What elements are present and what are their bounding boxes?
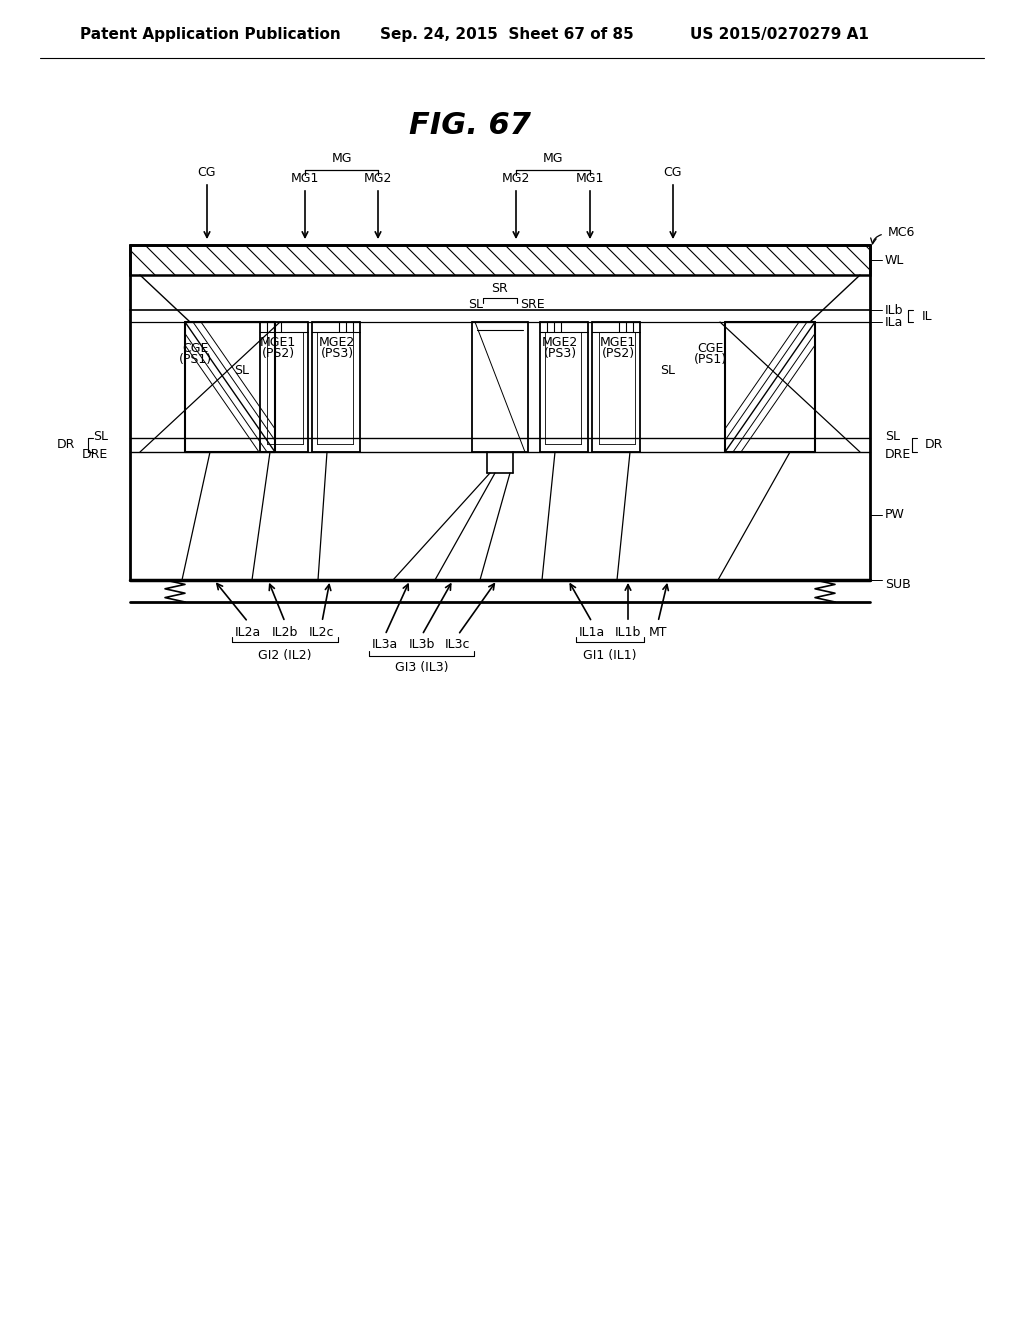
Text: IL3a: IL3a bbox=[372, 639, 398, 652]
Text: IL2b: IL2b bbox=[271, 626, 298, 639]
Text: DRE: DRE bbox=[82, 447, 108, 461]
Text: MC6: MC6 bbox=[888, 226, 915, 239]
Text: CGE: CGE bbox=[182, 342, 208, 355]
Text: (PS2): (PS2) bbox=[261, 347, 295, 360]
Text: SL: SL bbox=[93, 429, 108, 442]
Text: MGE2: MGE2 bbox=[318, 335, 355, 348]
Text: Sep. 24, 2015  Sheet 67 of 85: Sep. 24, 2015 Sheet 67 of 85 bbox=[380, 28, 634, 42]
Text: DRE: DRE bbox=[885, 447, 911, 461]
Text: (PS1): (PS1) bbox=[178, 354, 212, 367]
Bar bbox=[130, 246, 870, 275]
Text: US 2015/0270279 A1: US 2015/0270279 A1 bbox=[690, 28, 869, 42]
Text: IL3c: IL3c bbox=[445, 639, 471, 652]
Text: MG: MG bbox=[332, 152, 352, 165]
Text: PW: PW bbox=[885, 508, 905, 521]
Text: (PS3): (PS3) bbox=[321, 347, 353, 360]
Text: (PS2): (PS2) bbox=[601, 347, 635, 360]
Text: MG: MG bbox=[543, 152, 563, 165]
Text: CG: CG bbox=[664, 165, 682, 178]
Text: SL: SL bbox=[885, 429, 900, 442]
Text: SL: SL bbox=[234, 363, 250, 376]
Text: MGE1: MGE1 bbox=[600, 335, 636, 348]
Text: GI3 (IL3): GI3 (IL3) bbox=[394, 661, 449, 675]
Text: IL2c: IL2c bbox=[309, 626, 335, 639]
Text: IL1b: IL1b bbox=[614, 626, 641, 639]
Text: IL: IL bbox=[922, 309, 933, 322]
Text: FIG. 67: FIG. 67 bbox=[409, 111, 531, 140]
Text: IL2a: IL2a bbox=[234, 626, 261, 639]
Text: MG2: MG2 bbox=[502, 172, 530, 185]
Text: MGE1: MGE1 bbox=[260, 335, 296, 348]
Text: SRE: SRE bbox=[520, 297, 545, 310]
Text: IL1a: IL1a bbox=[579, 626, 605, 639]
Text: SR: SR bbox=[492, 281, 508, 294]
Text: Patent Application Publication: Patent Application Publication bbox=[80, 28, 341, 42]
Text: (PS3): (PS3) bbox=[544, 347, 577, 360]
Text: GI2 (IL2): GI2 (IL2) bbox=[258, 648, 311, 661]
Text: MGE2: MGE2 bbox=[542, 335, 579, 348]
Text: MG1: MG1 bbox=[575, 172, 604, 185]
Text: MT: MT bbox=[649, 626, 668, 639]
Text: SUB: SUB bbox=[885, 578, 910, 591]
Text: DR: DR bbox=[56, 438, 75, 451]
Text: GI1 (IL1): GI1 (IL1) bbox=[584, 648, 637, 661]
Text: (PS1): (PS1) bbox=[693, 354, 727, 367]
Text: CGE: CGE bbox=[696, 342, 723, 355]
Text: DR: DR bbox=[925, 438, 943, 451]
Text: ILb: ILb bbox=[885, 304, 903, 317]
Text: MG2: MG2 bbox=[364, 172, 392, 185]
Text: CG: CG bbox=[198, 165, 216, 178]
Text: SL: SL bbox=[660, 363, 676, 376]
Text: WL: WL bbox=[885, 253, 904, 267]
Text: MG1: MG1 bbox=[291, 172, 319, 185]
Text: IL3b: IL3b bbox=[409, 639, 435, 652]
Text: SL: SL bbox=[468, 297, 483, 310]
Text: ILa: ILa bbox=[885, 315, 903, 329]
